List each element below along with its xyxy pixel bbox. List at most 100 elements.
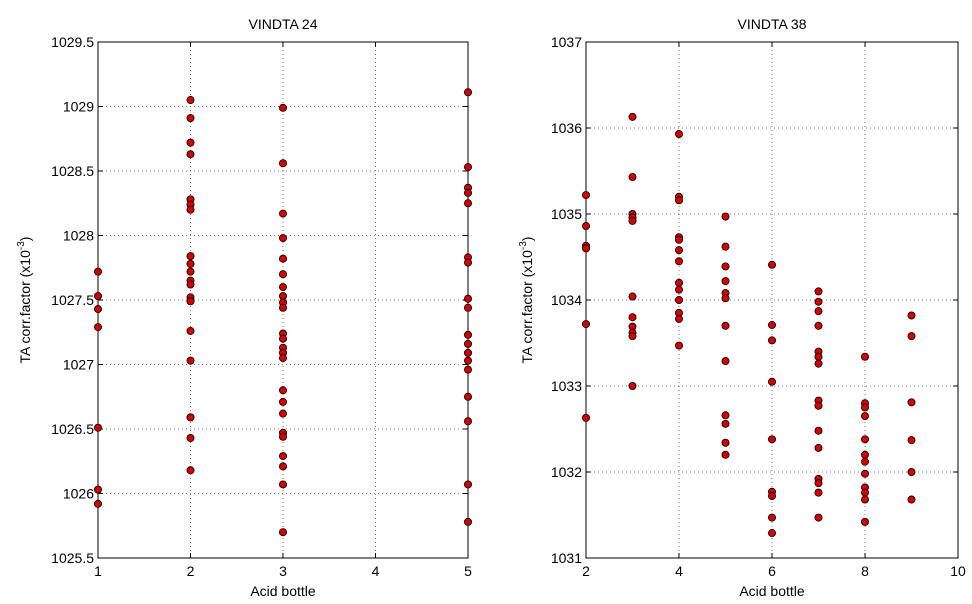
data-point — [721, 357, 730, 366]
data-point — [186, 356, 195, 365]
data-point — [861, 403, 870, 412]
data-point — [814, 513, 823, 522]
data-point — [186, 466, 195, 475]
data-point — [463, 188, 472, 197]
data-point — [186, 205, 195, 214]
data-point — [278, 270, 287, 279]
y-tick-label: 1028.5 — [51, 163, 94, 179]
y-tick-label: 1029 — [63, 99, 94, 115]
data-point — [861, 469, 870, 478]
data-point — [814, 321, 823, 330]
data-point — [463, 517, 472, 526]
data-point — [907, 398, 916, 407]
data-point — [768, 260, 777, 269]
data-point — [186, 434, 195, 443]
y-tick-label: 1026.5 — [51, 421, 94, 437]
data-point — [463, 365, 472, 374]
data-point — [907, 332, 916, 341]
data-point — [463, 480, 472, 489]
data-point — [186, 252, 195, 261]
x-axis-label: Acid bottle — [739, 583, 805, 599]
data-point — [463, 356, 472, 365]
data-point — [675, 257, 684, 266]
x-tick-label: 2 — [582, 563, 590, 579]
data-point — [94, 292, 103, 301]
data-point — [721, 277, 730, 286]
chart-vindta-24: 1 2 3 4 5 1025.5 1026 1026.5 1027 1027.5 1028 1028.… — [16, 16, 472, 599]
data-point — [768, 492, 777, 501]
data-point — [721, 321, 730, 330]
data-point — [814, 352, 823, 361]
data-point — [278, 480, 287, 489]
y-tick-label: 1026 — [63, 486, 94, 502]
x-tick-label: 3 — [279, 563, 287, 579]
data-point — [814, 488, 823, 497]
data-point — [861, 488, 870, 497]
data-point — [278, 283, 287, 292]
data-point — [186, 326, 195, 335]
data-point — [463, 330, 472, 339]
data-point — [463, 88, 472, 97]
data-point — [186, 96, 195, 105]
data-point — [463, 199, 472, 208]
data-point — [582, 244, 591, 253]
data-point — [463, 392, 472, 401]
chart-title: VINDTA 24 — [249, 16, 318, 32]
data-point — [582, 413, 591, 422]
data-point — [278, 432, 287, 441]
data-point — [94, 305, 103, 314]
data-point — [861, 450, 870, 459]
data-point — [675, 341, 684, 350]
data-point — [814, 479, 823, 488]
x-tick-label: 10 — [950, 563, 966, 579]
data-point — [675, 235, 684, 244]
y-axis-label: TA corr.factor (x10-3) — [518, 237, 535, 364]
data-point — [907, 311, 916, 320]
data-point — [768, 336, 777, 345]
y-tick-label: 1037 — [551, 34, 582, 50]
data-point — [582, 191, 591, 200]
y-tick-label: 1035 — [551, 206, 582, 222]
data-point — [94, 423, 103, 432]
data-point — [278, 409, 287, 418]
x-tick-label: 5 — [464, 563, 472, 579]
data-point — [861, 457, 870, 466]
x-tick-label: 1 — [94, 563, 102, 579]
data-point — [768, 529, 777, 538]
data-point — [768, 320, 777, 329]
y-tick-label: 1025.5 — [51, 550, 94, 566]
data-point — [278, 234, 287, 243]
data-point — [628, 381, 637, 390]
data-point — [907, 436, 916, 445]
data-point — [582, 222, 591, 231]
data-point — [278, 209, 287, 218]
y-tick-label: 1031 — [551, 550, 582, 566]
data-point — [278, 386, 287, 395]
data-point — [628, 173, 637, 182]
data-point — [186, 138, 195, 147]
data-point — [278, 528, 287, 537]
data-point — [675, 314, 684, 323]
data-point — [675, 278, 684, 287]
data-point — [814, 401, 823, 410]
chart-title: VINDTA 38 — [738, 16, 807, 32]
data-point — [814, 426, 823, 435]
data-point — [768, 435, 777, 444]
y-axis-label: TA corr.factor (x10-3) — [16, 237, 33, 364]
data-point — [675, 246, 684, 255]
data-point — [463, 339, 472, 348]
data-point — [278, 254, 287, 263]
data-point — [675, 196, 684, 205]
data-point — [278, 397, 287, 406]
x-tick-label: 8 — [861, 563, 869, 579]
data-point — [94, 485, 103, 494]
data-point — [278, 462, 287, 471]
data-point — [861, 412, 870, 421]
data-point — [861, 352, 870, 361]
data-point — [94, 323, 103, 332]
data-point — [907, 495, 916, 504]
data-point — [861, 495, 870, 504]
data-point — [186, 297, 195, 306]
data-point — [721, 262, 730, 271]
